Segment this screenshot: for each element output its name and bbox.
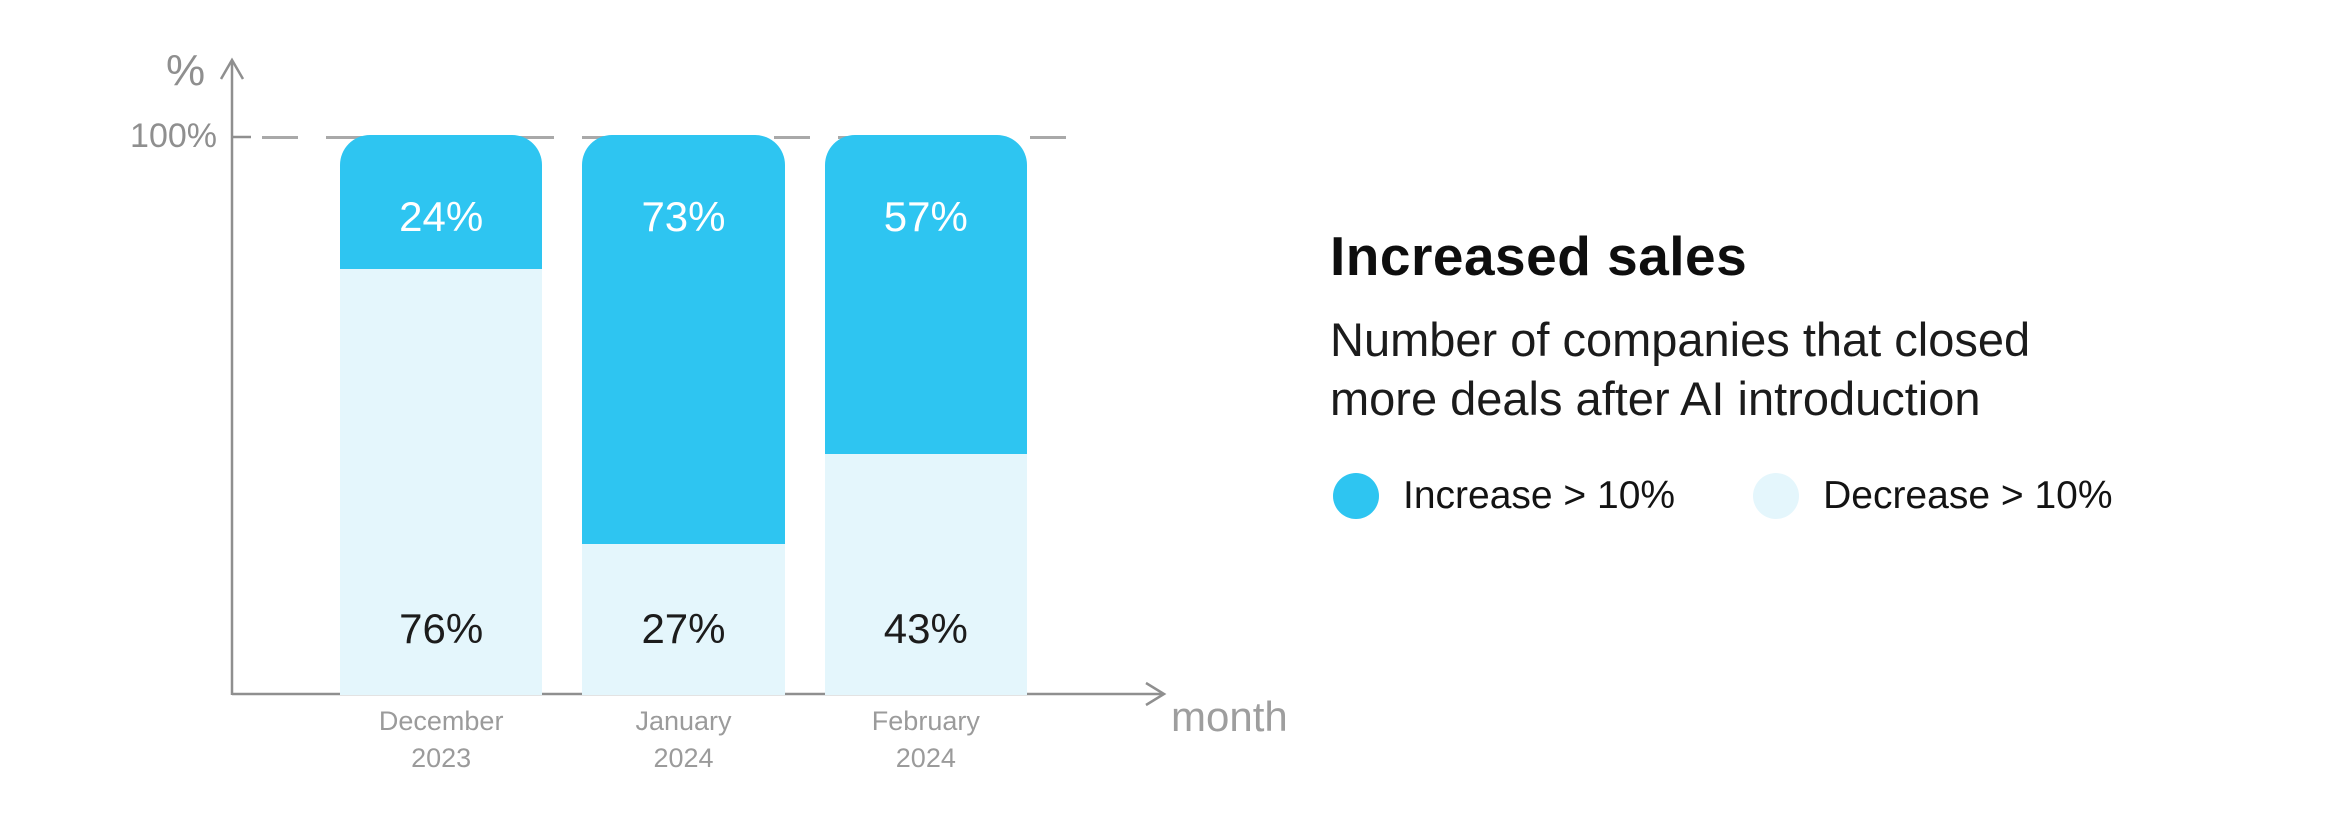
segment-increase	[582, 135, 785, 544]
decrease-value-label: 43%	[883, 605, 968, 652]
legend-label: Decrease > 10%	[1823, 474, 2113, 517]
legend-item-decrease-10-: Decrease > 10%	[1753, 473, 2113, 519]
increase-value-label: 73%	[641, 193, 726, 240]
segment-increase	[340, 135, 543, 270]
y-axis-arrow-icon	[219, 57, 245, 80]
bar-february-2024: 57% 43% February 2024	[824, 135, 1027, 773]
x-category-label: January 2024	[635, 706, 732, 773]
x-category-label: December 2023	[378, 706, 504, 773]
increase-value-label: 57%	[883, 193, 968, 240]
segment-decrease	[340, 269, 543, 695]
decrease-value-label: 76%	[399, 605, 484, 652]
x-axis-arrow-icon	[1145, 681, 1167, 707]
segment-decrease	[582, 543, 785, 695]
bar-december-2023: 24% 76% December 2023	[340, 135, 543, 773]
legend-dot-icon	[1333, 473, 1379, 519]
page-title: Increased sales	[1330, 225, 1748, 287]
y-axis-unit-label: %	[166, 46, 206, 95]
legend-dot-icon	[1753, 473, 1800, 519]
decrease-value-label: 27%	[641, 605, 726, 652]
legend: Increase > 10% Decrease > 10%	[1333, 473, 2113, 519]
increase-value-label: 24%	[399, 193, 484, 240]
subtitle-line-2: more deals after AI introduction	[1330, 372, 1981, 425]
bar-january-2024: 73% 27% January 2024	[582, 135, 785, 773]
segment-increase	[824, 135, 1027, 455]
x-category-label: February 2024	[871, 706, 980, 773]
y-axis-tick-label-100: 100%	[130, 117, 217, 155]
x-axis-label: month	[1171, 693, 1288, 740]
subtitle-line-1: Number of companies that closed	[1330, 313, 2031, 366]
bars: 24% 76% December 2023 73% 27% January 2024 57%…	[340, 135, 1027, 773]
legend-label: Increase > 10%	[1403, 474, 1676, 517]
segment-decrease	[824, 454, 1027, 695]
legend-item-increase-10-: Increase > 10%	[1333, 473, 1675, 519]
panel-subtitle: Number of companies that closed more dea…	[1330, 310, 2030, 428]
